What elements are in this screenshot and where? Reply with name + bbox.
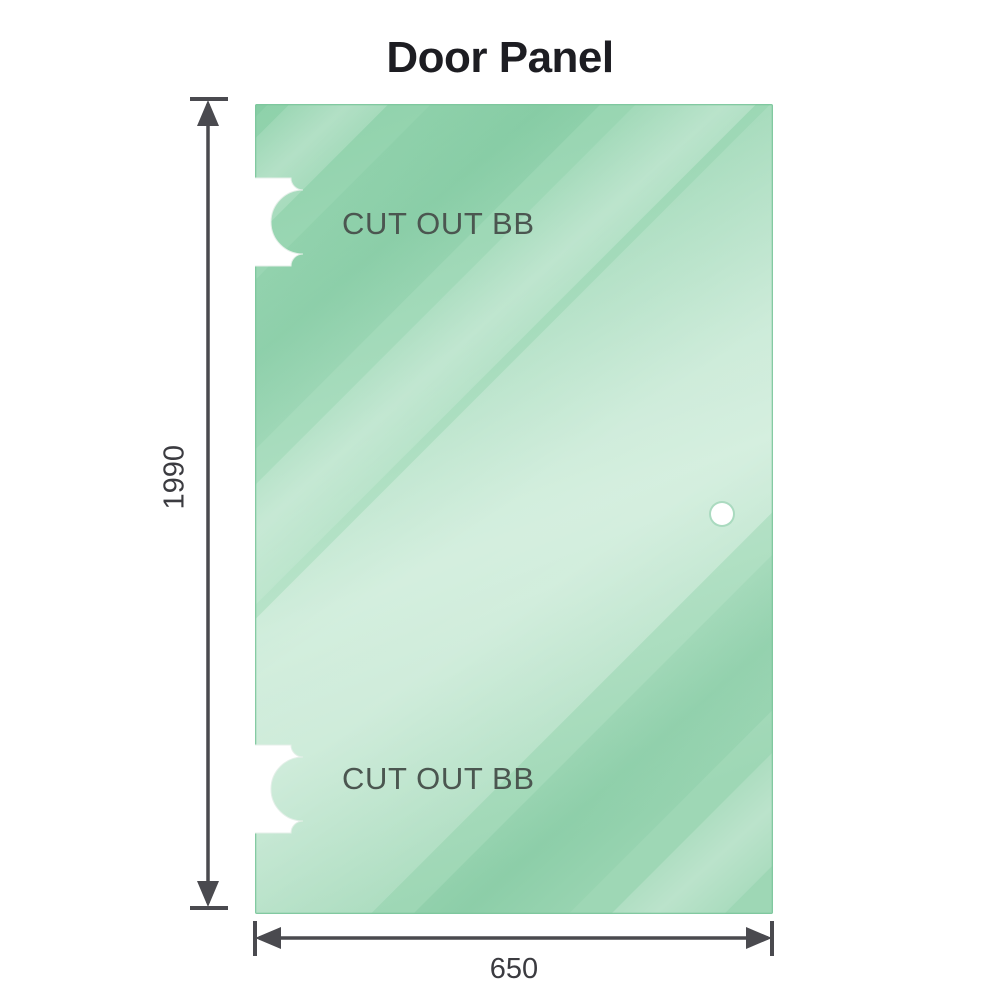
dimension-height-value: 1990	[158, 444, 191, 510]
dimension-width-value: 650	[489, 953, 539, 985]
cutout-bottom-shape	[255, 744, 304, 834]
cutout-label-top: CUT OUT BB	[342, 206, 535, 241]
cutout-top-shape	[255, 177, 304, 267]
glass-door-panel	[255, 104, 773, 914]
panel-graphic	[255, 104, 773, 914]
cutout-label-bottom: CUT OUT BB	[342, 761, 535, 796]
dimension-width	[253, 921, 774, 956]
handle-hole-shape	[709, 501, 735, 527]
page-title: Door Panel	[386, 33, 614, 82]
dimension-height	[190, 97, 228, 910]
